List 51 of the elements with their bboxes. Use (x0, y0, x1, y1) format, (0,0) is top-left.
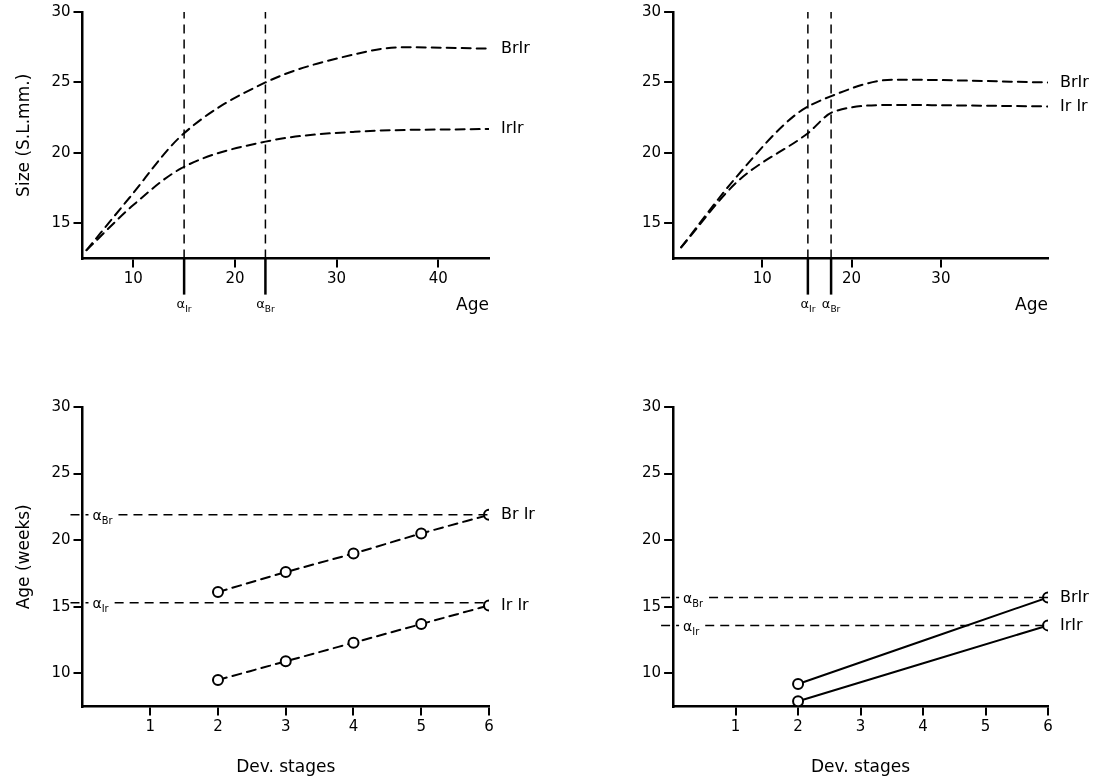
x-tick-label: 20 (842, 269, 862, 288)
y-axis-title: Size (S.L.mm.) (12, 73, 33, 197)
y-tick-label: 20 (641, 142, 662, 161)
series-label: BrIr (1060, 71, 1090, 91)
x-tick-label: 5 (980, 717, 991, 736)
x-axis-title: Age (456, 294, 489, 315)
y-tick-label: 15 (641, 596, 662, 615)
series-label: IrIr (501, 118, 525, 138)
y-axis-title: Age (weeks) (12, 504, 33, 610)
x-axis-title: Dev. stages (810, 756, 911, 777)
series-label: BrIr (1060, 586, 1090, 606)
series-label: BrIr (501, 37, 531, 57)
y-tick-label: 30 (51, 1, 71, 20)
x-tick-label: 4 (918, 717, 928, 736)
y-tick-label: 20 (641, 530, 662, 549)
y-tick-label: 20 (51, 530, 71, 549)
y-tick-label: 10 (641, 663, 662, 682)
y-tick-label: 25 (641, 463, 662, 482)
y-tick-label: 30 (51, 396, 71, 415)
series-label: Ir Ir (501, 594, 530, 614)
y-tick-label: 20 (51, 142, 71, 161)
x-tick-label: 30 (931, 269, 951, 288)
series-label: Ir Ir (1060, 95, 1089, 115)
x-tick-label: 3 (855, 717, 866, 736)
x-tick-label: 2 (213, 717, 223, 736)
x-tick-label: 10 (752, 269, 772, 288)
x-tick-label: 2 (793, 717, 803, 736)
x-tick-label: 1 (730, 717, 741, 736)
x-tick-label: 5 (416, 717, 427, 736)
y-tick-label: 30 (641, 396, 662, 415)
x-tick-label: 3 (280, 717, 291, 736)
y-tick-label: 30 (641, 1, 662, 20)
y-tick-label: 25 (51, 72, 71, 91)
y-tick-label: 15 (641, 213, 662, 232)
y-tick-label: 25 (51, 463, 71, 482)
x-tick-label: 6 (484, 717, 494, 736)
y-tick-label: 10 (51, 663, 71, 682)
y-tick-label: 15 (51, 596, 71, 615)
y-tick-label: 15 (51, 213, 71, 232)
x-tick-label: 6 (1043, 717, 1053, 736)
series-label: IrIr (1060, 614, 1084, 634)
x-tick-label: 20 (225, 269, 245, 288)
x-tick-label: 10 (123, 269, 143, 288)
x-tick-label: 30 (327, 269, 347, 288)
x-tick-label: 40 (428, 269, 448, 288)
x-tick-label: 1 (145, 717, 156, 736)
x-axis-title: Age (1015, 294, 1048, 315)
y-tick-label: 25 (641, 72, 662, 91)
x-axis-title: Dev. stages (236, 756, 336, 777)
x-tick-label: 4 (348, 717, 359, 736)
series-label: Br Ir (501, 504, 536, 524)
